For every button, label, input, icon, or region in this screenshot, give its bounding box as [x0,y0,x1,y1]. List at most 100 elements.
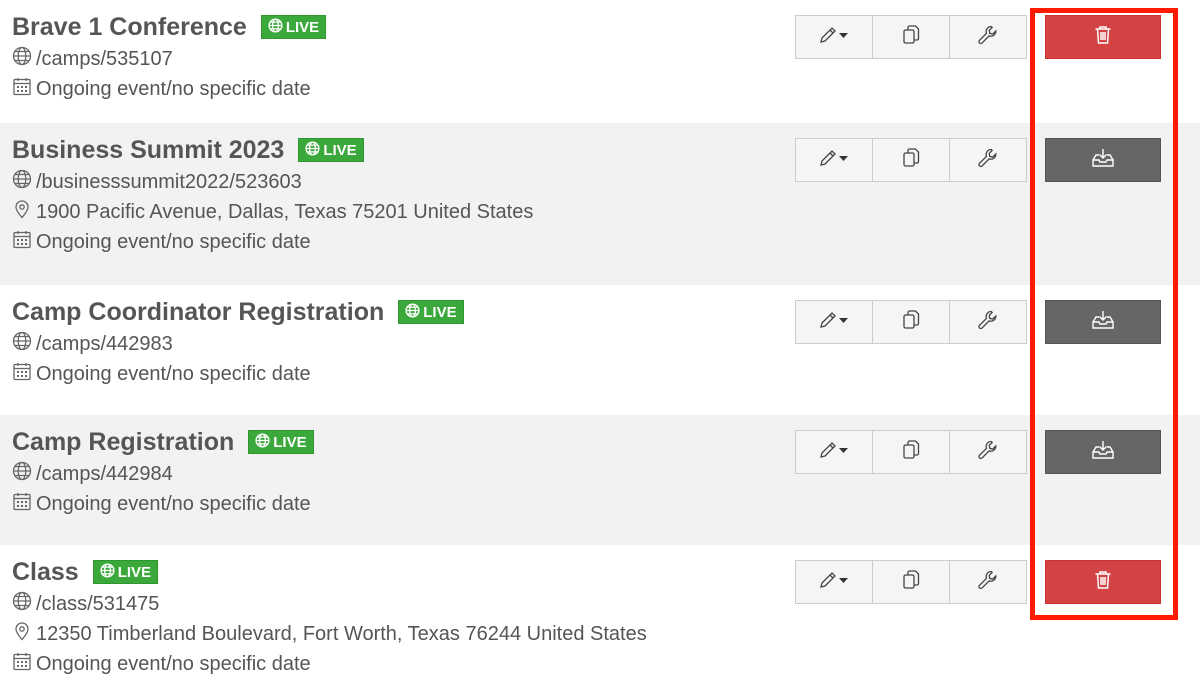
copy-icon [901,309,921,336]
edit-dropdown-button[interactable] [795,15,873,59]
copy-button[interactable] [872,15,950,59]
globe-icon [305,140,320,160]
calendar-icon [12,76,32,102]
settings-button[interactable] [949,300,1027,344]
wrench-icon [977,569,999,596]
status-text: LIVE [423,303,457,321]
trash-icon [1094,25,1112,50]
edit-dropdown-button[interactable] [795,560,873,604]
url-text: /camps/442984 [36,462,173,485]
event-url: /businesssummit2022/523603 [12,167,1188,197]
live-badge: LIVE [398,300,464,324]
trash-icon [1094,570,1112,595]
copy-icon [901,439,921,466]
inbox-download-icon [1091,440,1115,465]
event-row: Camp Registration LIVE/camps/442984 Ongoin… [0,415,1200,545]
event-date: Ongoing event/no specific date [12,489,1188,519]
settings-button[interactable] [949,138,1027,182]
calendar-icon [12,361,32,387]
event-title[interactable]: Camp Registration LIVE [12,425,1188,459]
wrench-icon [977,24,999,51]
wrench-icon [977,147,999,174]
date-text: Ongoing event/no specific date [36,77,311,100]
copy-button[interactable] [872,138,950,182]
event-title-link[interactable]: Class [12,557,79,586]
event-title-link[interactable]: Brave 1 Conference [12,12,247,41]
event-title-link[interactable]: Business Summit 2023 [12,135,285,164]
map-pin-icon [12,621,32,647]
pencil-icon [818,310,850,335]
live-badge: LIVE [260,15,327,39]
event-address: 12350 Timberland Boulevard, Fort Worth, … [12,619,1188,649]
pencil-icon [818,440,850,465]
address-text: 1900 Pacific Avenue, Dallas, Texas 75201… [36,200,534,223]
url-text: /camps/442983 [36,332,173,355]
archive-button[interactable] [1045,430,1161,474]
pencil-icon [818,570,850,595]
event-title-link[interactable]: Camp Registration [12,427,235,456]
event-address: 1900 Pacific Avenue, Dallas, Texas 75201… [12,197,1188,227]
event-title[interactable]: Business Summit 2023 LIVE [12,133,1188,167]
pencil-icon [818,25,850,50]
event-url: /class/531475 [12,589,1188,619]
event-row: Camp Coordinator Registration LIVE/camps/… [0,285,1200,415]
copy-icon [901,24,921,51]
event-url: /camps/442984 [12,459,1188,489]
settings-button[interactable] [949,15,1027,59]
event-title[interactable]: Class LIVE [12,555,1188,589]
event-title-link[interactable]: Camp Coordinator Registration [12,297,385,326]
delete-button[interactable] [1045,15,1161,59]
archive-button[interactable] [1045,300,1161,344]
event-row: Business Summit 2023 LIVE/businesssummit2… [0,123,1200,285]
copy-icon [901,569,921,596]
edit-dropdown-button[interactable] [795,300,873,344]
action-button-group [795,138,1027,182]
inbox-download-icon [1091,148,1115,173]
url-text: /businesssummit2022/523603 [36,170,302,193]
calendar-icon [12,651,32,677]
event-date: Ongoing event/no specific date [12,227,1188,257]
inbox-download-icon [1091,310,1115,335]
status-text: LIVE [273,433,307,451]
archive-button[interactable] [1045,138,1161,182]
globe-icon [268,17,283,37]
copy-button[interactable] [872,560,950,604]
event-row: Brave 1 Conference LIVE/camps/535107 Ongoi… [0,0,1200,123]
status-text: LIVE [323,141,357,159]
live-badge: LIVE [92,560,159,584]
action-button-group [795,430,1027,474]
settings-button[interactable] [949,560,1027,604]
wrench-icon [977,439,999,466]
copy-button[interactable] [872,430,950,474]
event-row: Class LIVE/class/531475 12350 Timberland B… [0,545,1200,690]
globe-icon [12,169,32,195]
pencil-icon [818,148,850,173]
date-text: Ongoing event/no specific date [36,362,311,385]
date-text: Ongoing event/no specific date [36,230,311,253]
action-button-group [795,300,1027,344]
copy-button[interactable] [872,300,950,344]
settings-button[interactable] [949,430,1027,474]
url-text: /class/531475 [36,592,160,615]
event-title[interactable]: Brave 1 Conference LIVE [12,10,1188,44]
edit-dropdown-button[interactable] [795,138,873,182]
globe-icon [100,562,115,582]
globe-icon [12,46,32,72]
calendar-icon [12,491,32,517]
event-title[interactable]: Camp Coordinator Registration LIVE [12,295,1188,329]
status-text: LIVE [117,563,152,581]
address-text: 12350 Timberland Boulevard, Fort Worth, … [36,622,647,645]
live-badge: LIVE [248,430,314,454]
event-date: Ongoing event/no specific date [12,74,1188,104]
date-text: Ongoing event/no specific date [36,652,311,675]
url-text: /camps/535107 [36,47,173,70]
globe-icon [12,591,32,617]
globe-icon [255,432,270,452]
edit-dropdown-button[interactable] [795,430,873,474]
globe-icon [405,302,420,322]
event-date: Ongoing event/no specific date [12,359,1188,389]
delete-button[interactable] [1045,560,1161,604]
event-url: /camps/442983 [12,329,1188,359]
action-button-group [795,15,1027,59]
